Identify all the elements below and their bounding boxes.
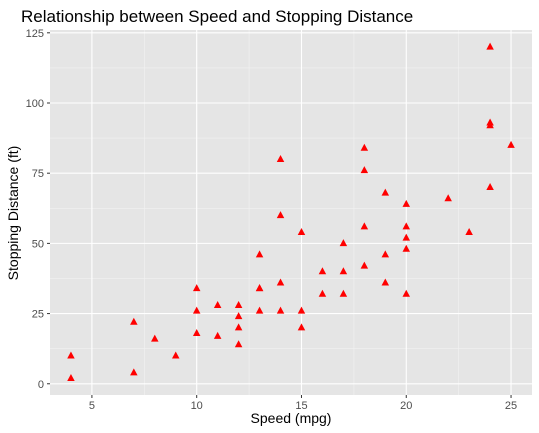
chart-title: Relationship between Speed and Stopping … bbox=[21, 7, 413, 26]
data-point bbox=[192, 306, 201, 314]
data-point bbox=[360, 166, 369, 174]
data-point bbox=[339, 289, 348, 297]
axis-ticks bbox=[47, 32, 512, 398]
data-point bbox=[234, 340, 243, 348]
data-point bbox=[297, 323, 306, 331]
data-point bbox=[402, 289, 411, 297]
data-point bbox=[130, 317, 138, 325]
data-point bbox=[171, 351, 180, 359]
data-point bbox=[67, 373, 75, 381]
data-point bbox=[444, 194, 452, 202]
data-point bbox=[381, 188, 390, 196]
data-point bbox=[276, 211, 285, 219]
y-tick-label: 100 bbox=[26, 98, 44, 110]
data-point bbox=[213, 300, 222, 308]
y-tick-label: 0 bbox=[38, 379, 44, 391]
data-point bbox=[381, 278, 390, 286]
y-axis-title: Stopping Distance (ft) bbox=[5, 146, 21, 281]
data-point bbox=[402, 199, 411, 207]
data-point bbox=[360, 261, 369, 269]
data-point bbox=[486, 183, 494, 191]
y-tick-label: 50 bbox=[32, 238, 44, 250]
data-point bbox=[360, 143, 369, 151]
data-point bbox=[402, 233, 411, 241]
data-point bbox=[318, 267, 327, 275]
data-point bbox=[234, 300, 243, 308]
x-tick-label: 5 bbox=[89, 400, 95, 412]
plot-panel bbox=[50, 30, 532, 395]
data-point bbox=[276, 306, 285, 314]
data-point bbox=[465, 227, 473, 235]
data-point bbox=[130, 368, 138, 376]
x-tick-label: 10 bbox=[191, 400, 203, 412]
x-tick-label: 25 bbox=[505, 400, 517, 412]
tick-labels: 5 10 15 20 25 0 25 50 75 100 125 bbox=[26, 28, 518, 412]
data-point bbox=[297, 306, 306, 314]
data-point bbox=[402, 222, 411, 230]
data-point bbox=[234, 312, 243, 320]
major-gridlines bbox=[50, 30, 532, 395]
data-point bbox=[339, 239, 348, 247]
data-point bbox=[507, 140, 515, 148]
data-point bbox=[213, 331, 222, 339]
data-points bbox=[67, 42, 515, 381]
data-point bbox=[486, 42, 494, 50]
y-tick-label: 25 bbox=[32, 309, 44, 321]
x-tick-label: 20 bbox=[400, 400, 412, 412]
data-point bbox=[192, 329, 201, 337]
y-tick-label: 125 bbox=[26, 28, 44, 40]
data-point bbox=[234, 323, 243, 331]
data-point bbox=[276, 154, 285, 162]
data-point bbox=[151, 334, 159, 342]
data-point bbox=[381, 250, 390, 258]
data-point bbox=[318, 289, 327, 297]
minor-gridlines bbox=[50, 30, 532, 395]
data-point bbox=[297, 227, 306, 235]
data-point bbox=[192, 284, 201, 292]
data-point bbox=[402, 244, 411, 252]
data-point bbox=[255, 306, 264, 314]
data-point bbox=[486, 118, 494, 126]
data-point bbox=[67, 351, 75, 359]
data-point bbox=[255, 284, 264, 292]
x-axis-title: Speed (mpg) bbox=[251, 410, 332, 426]
data-point bbox=[339, 267, 348, 275]
data-point bbox=[360, 222, 369, 230]
y-tick-label: 75 bbox=[32, 168, 44, 180]
data-point bbox=[255, 250, 264, 258]
data-point bbox=[276, 278, 285, 286]
x-tick-label: 15 bbox=[295, 400, 307, 412]
